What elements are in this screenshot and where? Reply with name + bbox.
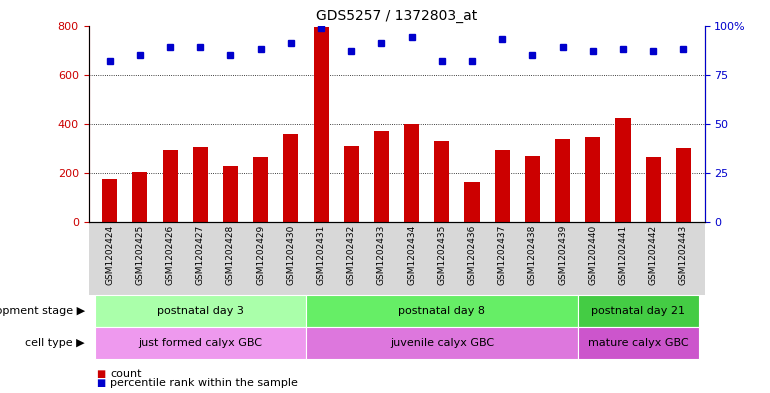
- Bar: [313, 27, 329, 222]
- Bar: [525, 156, 540, 222]
- Bar: [646, 157, 661, 222]
- Bar: [253, 157, 268, 222]
- Text: postnatal day 21: postnatal day 21: [591, 306, 685, 316]
- Bar: [102, 179, 117, 222]
- Title: GDS5257 / 1372803_at: GDS5257 / 1372803_at: [316, 9, 477, 23]
- Text: development stage ▶: development stage ▶: [0, 306, 85, 316]
- Text: just formed calyx GBC: just formed calyx GBC: [139, 338, 263, 348]
- Bar: [615, 118, 631, 222]
- Bar: [464, 182, 480, 222]
- Bar: [434, 141, 450, 222]
- Text: ■: ■: [96, 378, 105, 388]
- Bar: [555, 138, 570, 222]
- Bar: [223, 165, 238, 222]
- Text: juvenile calyx GBC: juvenile calyx GBC: [390, 338, 494, 348]
- Bar: [585, 137, 601, 222]
- Text: postnatal day 3: postnatal day 3: [157, 306, 244, 316]
- Bar: [162, 150, 178, 222]
- Bar: [404, 124, 419, 222]
- Bar: [343, 146, 359, 222]
- Bar: [494, 150, 510, 222]
- Bar: [676, 148, 691, 222]
- Text: cell type ▶: cell type ▶: [25, 338, 85, 348]
- Text: count: count: [110, 369, 142, 379]
- Text: mature calyx GBC: mature calyx GBC: [588, 338, 688, 348]
- Text: ■: ■: [96, 369, 105, 379]
- Text: percentile rank within the sample: percentile rank within the sample: [110, 378, 298, 388]
- Bar: [132, 172, 147, 222]
- Bar: [283, 134, 299, 222]
- Bar: [192, 147, 208, 222]
- Bar: [374, 131, 389, 222]
- Text: postnatal day 8: postnatal day 8: [398, 306, 485, 316]
